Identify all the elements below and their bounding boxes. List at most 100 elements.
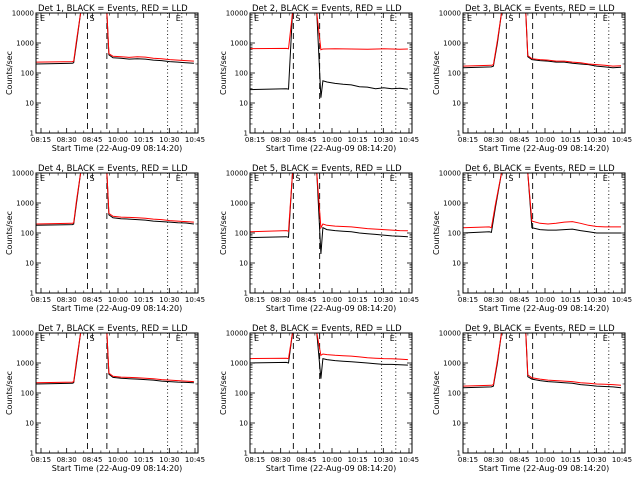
- y-tick-label: 1000: [443, 200, 461, 208]
- x-tick-label: 10:15: [134, 456, 154, 464]
- y-tick-label: 1: [30, 130, 34, 138]
- marker-letter: E: [176, 14, 181, 23]
- marker-letter: E: [254, 334, 259, 343]
- series-line: [36, 173, 194, 225]
- y-tick-label: 10: [452, 420, 461, 428]
- marker-letter: E: [176, 174, 181, 183]
- y-tick-label: 100: [21, 230, 34, 238]
- x-tick-label: 10:45: [612, 456, 632, 464]
- plot-frame: [35, 12, 199, 134]
- y-tick-label: 100: [235, 230, 248, 238]
- marker-letter: E: [176, 334, 181, 343]
- series-line: [463, 173, 621, 234]
- x-tick-label: 08:30: [484, 296, 504, 304]
- y-tick-label: 10000: [12, 330, 34, 338]
- x-tick-label: 08:30: [57, 296, 77, 304]
- x-tick-label: 10:00: [108, 296, 128, 304]
- series-line: [250, 173, 408, 255]
- x-tick-label: 10:00: [535, 456, 555, 464]
- marker-letter: E: [467, 174, 472, 183]
- detector-panel-2: Det 2, BLACK = Events, RED = LLD 1 10 100 10…: [219, 4, 419, 153]
- x-tick-label: 10:45: [612, 296, 632, 304]
- y-axis-title: Counts/sec: [219, 211, 228, 255]
- x-tick-label: 08:15: [245, 136, 265, 144]
- y-tick-label: 10000: [12, 10, 34, 18]
- y-tick-label: 1: [244, 130, 248, 138]
- x-tick-label: 10:00: [535, 136, 555, 144]
- marker-letter: E: [467, 14, 472, 23]
- series-line: [463, 333, 622, 387]
- panel-title: Det 4, BLACK = Events, RED = LLD: [38, 164, 188, 174]
- x-tick-label: 10:15: [561, 456, 581, 464]
- x-axis-title: Start Time (22-Aug-09 08:14:20): [479, 304, 610, 313]
- plot-frame: [35, 332, 199, 454]
- panel-title: Det 8, BLACK = Events, RED = LLD: [252, 324, 402, 334]
- y-tick-label: 10: [239, 260, 248, 268]
- detector-panel-8: Det 8, BLACK = Events, RED = LLD 1 10 100 10…: [219, 324, 419, 473]
- x-tick-label: 08:15: [458, 136, 478, 144]
- x-tick-label: 08:15: [31, 136, 51, 144]
- plot-frame: [462, 332, 626, 454]
- y-tick-label: 10000: [439, 10, 461, 18]
- x-tick-label: 10:45: [185, 296, 205, 304]
- x-tick-label: 08:30: [271, 456, 291, 464]
- y-tick-label: 1000: [230, 40, 248, 48]
- y-tick-label: 1: [244, 290, 248, 298]
- x-tick-label: 08:45: [509, 456, 529, 464]
- x-tick-label: 10:45: [185, 136, 205, 144]
- y-tick-label: 100: [448, 390, 461, 398]
- x-tick-label: 10:30: [373, 136, 393, 144]
- series-line: [250, 173, 408, 233]
- x-axis-title: Start Time (22-Aug-09 08:14:20): [52, 144, 183, 153]
- x-tick-label: 10:45: [399, 136, 419, 144]
- y-tick-label: 1000: [230, 200, 248, 208]
- marker-letter: E: [40, 334, 45, 343]
- x-tick-label: 08:45: [509, 136, 529, 144]
- y-tick-label: 1000: [443, 40, 461, 48]
- detector-panel-3: Det 3, BLACK = Events, RED = LLD 1 10 100 10…: [432, 4, 632, 153]
- x-tick-label: 10:30: [159, 136, 179, 144]
- panel-title: Det 5, BLACK = Events, RED = LLD: [252, 164, 402, 174]
- x-tick-label: 10:30: [159, 456, 179, 464]
- marker-letter: E: [40, 14, 45, 23]
- x-tick-label: 08:45: [82, 296, 102, 304]
- x-tick-label: 08:15: [245, 456, 265, 464]
- x-tick-label: 10:00: [108, 456, 128, 464]
- y-tick-label: 1: [457, 290, 461, 298]
- x-tick-label: 08:45: [296, 136, 316, 144]
- marker-letter: E: [603, 14, 608, 23]
- panel-title: Det 9, BLACK = Events, RED = LLD: [465, 324, 615, 334]
- y-axis-title: Counts/sec: [5, 371, 14, 415]
- detector-panel-1: Det 1, BLACK = Events, RED = LLD 1 10 100 10…: [5, 4, 205, 153]
- series-line: [463, 173, 621, 229]
- y-tick-label: 1000: [230, 360, 248, 368]
- x-axis-title: Start Time (22-Aug-09 08:14:20): [479, 464, 610, 473]
- y-axis-title: Counts/sec: [432, 211, 441, 255]
- y-tick-label: 1: [457, 450, 461, 458]
- marker-letter: E: [254, 174, 259, 183]
- detector-panel-7: Det 7, BLACK = Events, RED = LLD 1 10 100 10…: [5, 324, 205, 473]
- detector-panel-9: Det 9, BLACK = Events, RED = LLD 1 10 100 10…: [432, 324, 632, 473]
- y-tick-label: 10000: [226, 10, 248, 18]
- y-tick-label: 10000: [439, 330, 461, 338]
- x-axis-title: Start Time (22-Aug-09 08:14:20): [52, 464, 183, 473]
- marker-letter: S: [295, 14, 300, 23]
- x-tick-label: 10:15: [348, 296, 368, 304]
- y-tick-label: 10: [25, 420, 34, 428]
- x-tick-label: 08:30: [484, 456, 504, 464]
- x-tick-label: 08:30: [57, 456, 77, 464]
- y-tick-label: 10: [452, 260, 461, 268]
- x-tick-label: 08:30: [271, 136, 291, 144]
- y-tick-label: 100: [235, 70, 248, 78]
- x-tick-label: 08:30: [57, 136, 77, 144]
- x-axis-title: Start Time (22-Aug-09 08:14:20): [52, 304, 183, 313]
- marker-letter: S: [295, 174, 300, 183]
- x-tick-label: 10:30: [373, 296, 393, 304]
- marker-letter: S: [89, 14, 94, 23]
- series-line: [250, 333, 408, 361]
- marker-letter: S: [89, 334, 94, 343]
- panel-title: Det 6, BLACK = Events, RED = LLD: [465, 164, 615, 174]
- y-tick-label: 10000: [12, 170, 34, 178]
- x-tick-label: 10:30: [159, 296, 179, 304]
